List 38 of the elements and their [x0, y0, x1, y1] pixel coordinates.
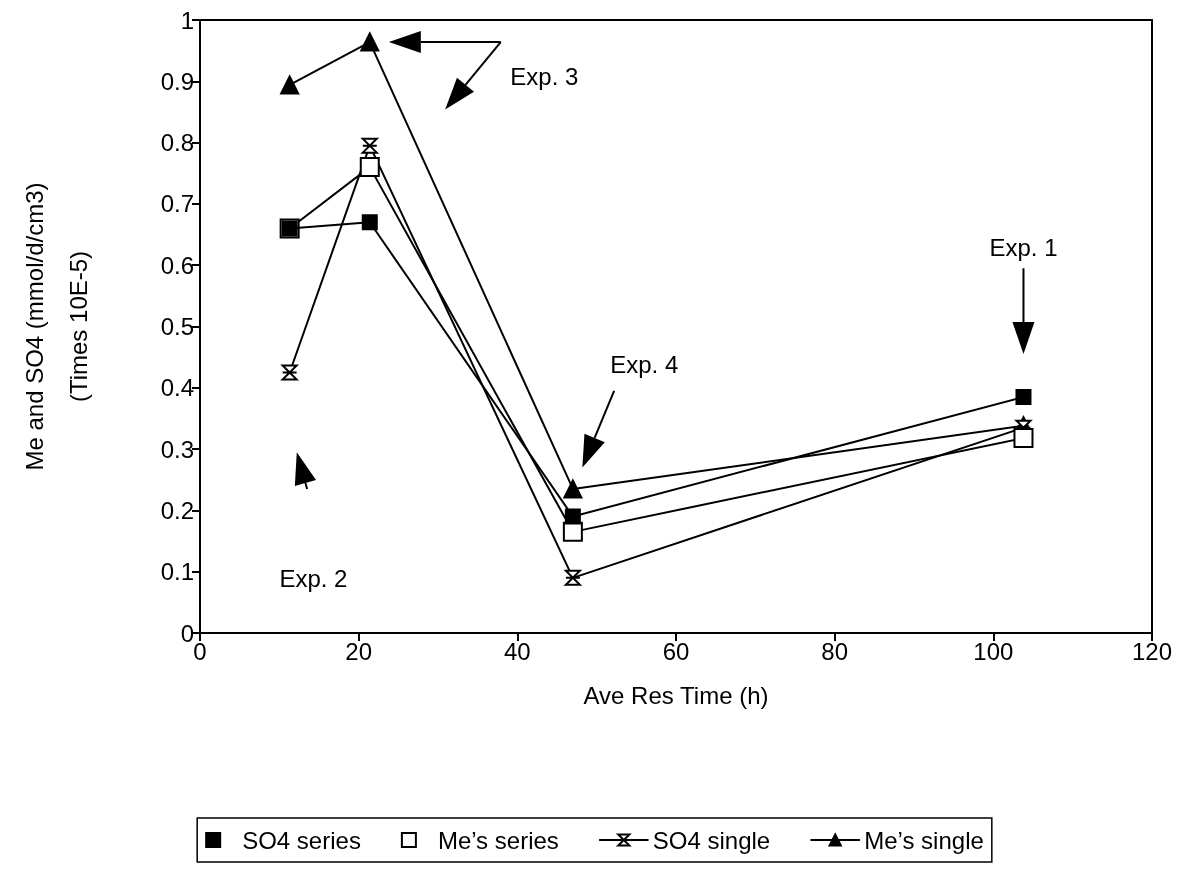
x-tick-label: 20: [345, 637, 373, 665]
y-tick-label: 0.5: [160, 313, 194, 340]
y-tick-label: 0.6: [160, 251, 194, 279]
point: [360, 32, 380, 52]
x-tick-label: 60: [662, 637, 690, 665]
y-tick-label: 0.8: [160, 129, 194, 157]
point: [564, 569, 581, 586]
point: [563, 479, 583, 499]
y-tick-label: 0.7: [160, 190, 194, 218]
point: [281, 364, 298, 381]
point: [1013, 428, 1034, 449]
annotation: Exp. 2: [279, 565, 348, 593]
point: [564, 508, 581, 525]
point: [361, 214, 378, 231]
x-tick-label: 120: [1131, 637, 1173, 665]
legend-label: SO4 series: [242, 826, 361, 854]
point: [280, 75, 300, 95]
y-tick-label: 0.4: [160, 374, 194, 402]
point: [361, 137, 378, 154]
annotation: Exp. 1: [989, 234, 1058, 262]
x-tick-label: 100: [973, 637, 1014, 665]
y-tick-label: 0.3: [160, 435, 194, 463]
point: [1015, 388, 1032, 405]
x-tick-label: 40: [503, 637, 531, 665]
annotation: Exp. 4: [610, 350, 679, 378]
legend-label: SO4 single: [652, 826, 771, 854]
y-tick-label: 0.2: [160, 496, 194, 524]
x-tick-label: 80: [821, 637, 849, 665]
y-tick-label: 1: [180, 6, 194, 34]
point: [359, 157, 380, 178]
y-tick-label: 0.9: [160, 67, 194, 95]
annotation: Exp. 3: [510, 63, 579, 91]
y-tick-label: 0: [180, 619, 194, 647]
y-tick-label: 0.1: [160, 558, 194, 586]
x-axis-title: Ave Res Time (h): [583, 681, 769, 709]
legend-label: Me’s series: [437, 826, 559, 854]
y-axis-title: Me and SO4 (mmol/d/cm3) (Times 10E-5): [20, 182, 92, 471]
legend-label: Me’s single: [864, 826, 984, 854]
